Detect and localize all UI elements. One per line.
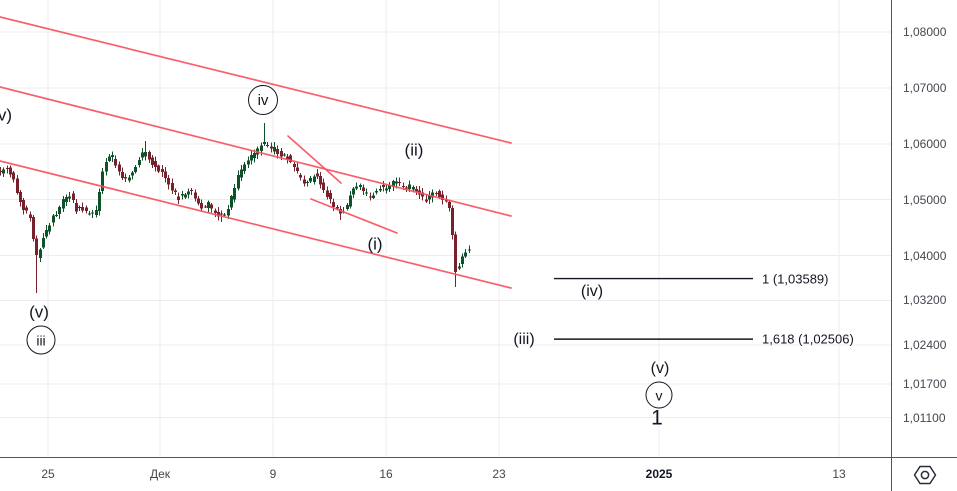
fib-extension-label[interactable]: 1 (1,03589)	[762, 271, 829, 287]
wave-label-edge-partial[interactable]: v)	[0, 105, 13, 125]
wave-label-iv-fib[interactable]: (iv)	[580, 283, 604, 300]
wave-label-v-left[interactable]: (v)	[29, 302, 49, 322]
channel-trendline[interactable]	[0, 160, 512, 289]
time-axis-label: 9	[269, 467, 277, 481]
wave-label-one-target[interactable]: 1	[651, 406, 663, 430]
wave-label-circled-circled-v[interactable]: v	[645, 381, 673, 409]
time-axis-label: 2025	[645, 467, 673, 481]
channel-trendline[interactable]	[0, 16, 512, 144]
candles-layer	[0, 123, 471, 294]
time-axis-label: 13	[832, 467, 846, 481]
time-axis-label: Дек	[149, 467, 171, 481]
candle-series	[0, 123, 471, 294]
time-axis-label: 25	[41, 467, 55, 481]
wave-label-v-target[interactable]: (v)	[650, 360, 670, 377]
price-axis-label: 1,01700	[903, 377, 947, 392]
price-axis-label: 1,05000	[903, 192, 947, 207]
channel-trendline[interactable]	[287, 135, 342, 184]
wave-label-ii[interactable]: (ii)	[404, 140, 424, 160]
price-axis-panel[interactable]: 1,08000 1,07000 1,06000 1,05000 1,04000 1,032…	[891, 0, 957, 457]
price-axis-label: 1,04000	[903, 248, 947, 263]
price-axis-label: 1,07000	[903, 80, 947, 95]
channel-trendline[interactable]	[0, 86, 512, 217]
drawings-layer	[0, 16, 753, 340]
price-axis-label: 1,06000	[903, 136, 947, 151]
wave-label-iii-fib[interactable]: (iii)	[513, 331, 535, 348]
price-axis-label: 1,03200	[903, 293, 947, 308]
time-axis-panel[interactable]: 25 Дек 9 16 23 2025 13	[0, 457, 891, 491]
time-axis-label: 16	[379, 467, 393, 481]
wave-label-circled-circled-iii[interactable]: iii	[26, 325, 56, 355]
chart-plot-area[interactable]: 1 (1,03589) 1,618 (1,02506) v) iv (ii) (i) (v)…	[0, 0, 891, 457]
axis-corner-cell	[891, 457, 957, 491]
price-axis-label: 1,08000	[903, 25, 947, 39]
time-axis-label: 23	[492, 467, 506, 481]
wave-label-circled-circled-iv[interactable]: iv	[248, 85, 278, 115]
price-axis-label: 1,01100	[903, 410, 946, 425]
price-axis-label: 1,02400	[903, 338, 947, 353]
hexagon-settings-icon[interactable]	[912, 464, 938, 486]
wave-label-i[interactable]: (i)	[367, 234, 383, 254]
fib-extension-label[interactable]: 1,618 (1,02506)	[762, 331, 854, 347]
channel-trendline[interactable]	[310, 198, 398, 234]
